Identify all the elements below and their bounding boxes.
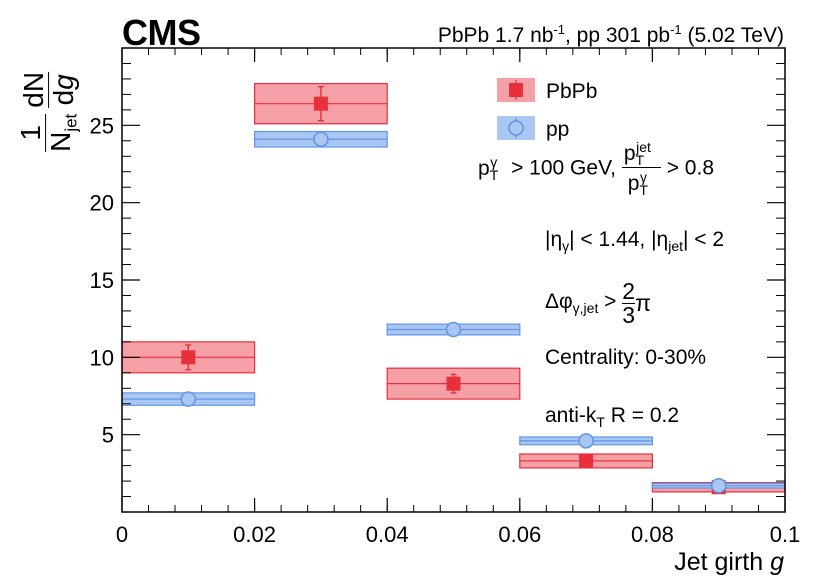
pp-marker xyxy=(445,321,462,338)
pp-marker xyxy=(578,433,594,449)
annotation-algorithm: anti-kT R = 0.2 xyxy=(545,404,680,431)
y-tick-label: 5 xyxy=(102,423,114,448)
luminosity-label: PbPb 1.7 nb-1, pp 301 pb-1 (5.02 TeV) xyxy=(437,22,784,47)
pbpb-marker xyxy=(446,376,461,391)
y-tick-label: 15 xyxy=(90,268,114,293)
y-tick-label: 25 xyxy=(90,113,114,138)
plot-frame xyxy=(121,47,786,513)
x-tick-label: 0.06 xyxy=(498,522,541,547)
pp-marker xyxy=(180,391,197,407)
legend-marker-pbpb xyxy=(509,83,523,97)
x-tick-label: 0.08 xyxy=(631,522,674,547)
x-tick-label: 0.1 xyxy=(770,522,801,547)
x-tick-label: 0.04 xyxy=(366,522,409,547)
annotation-eta-cut: |ηγ| < 1.44, |ηjet| < 2 xyxy=(545,228,725,255)
experiment-label: CMS xyxy=(122,12,201,53)
x-axis-label: Jet girth g xyxy=(674,548,784,576)
legend-marker-pp xyxy=(508,120,524,136)
legend-label-pbpb: PbPb xyxy=(546,80,597,103)
legend: PbPb pp xyxy=(497,78,597,141)
pp-marker xyxy=(313,131,329,148)
y-axis-label: 1 Njet dN dg xyxy=(15,71,82,152)
data-points xyxy=(180,85,727,495)
y-tick-label: 20 xyxy=(90,191,114,216)
pbpb-marker xyxy=(313,96,328,111)
axis-ticks: 0 0.02 0.04 0.06 0.08 0.1 5 10 15 20 25 xyxy=(90,48,801,547)
pp-marker xyxy=(710,477,727,494)
x-tick-label: 0.02 xyxy=(233,522,276,547)
x-tick-label: 0 xyxy=(116,522,128,547)
pbpb-marker xyxy=(181,350,196,365)
legend-label-pp: pp xyxy=(546,118,569,141)
annotation-photon-cut: pTγ > 100 GeV, pTjet pTγ > 0.8 xyxy=(478,139,715,199)
y-tick-label: 10 xyxy=(90,345,114,370)
pbpb-marker xyxy=(579,453,594,468)
annotation-centrality: Centrality: 0-30% xyxy=(545,346,707,369)
